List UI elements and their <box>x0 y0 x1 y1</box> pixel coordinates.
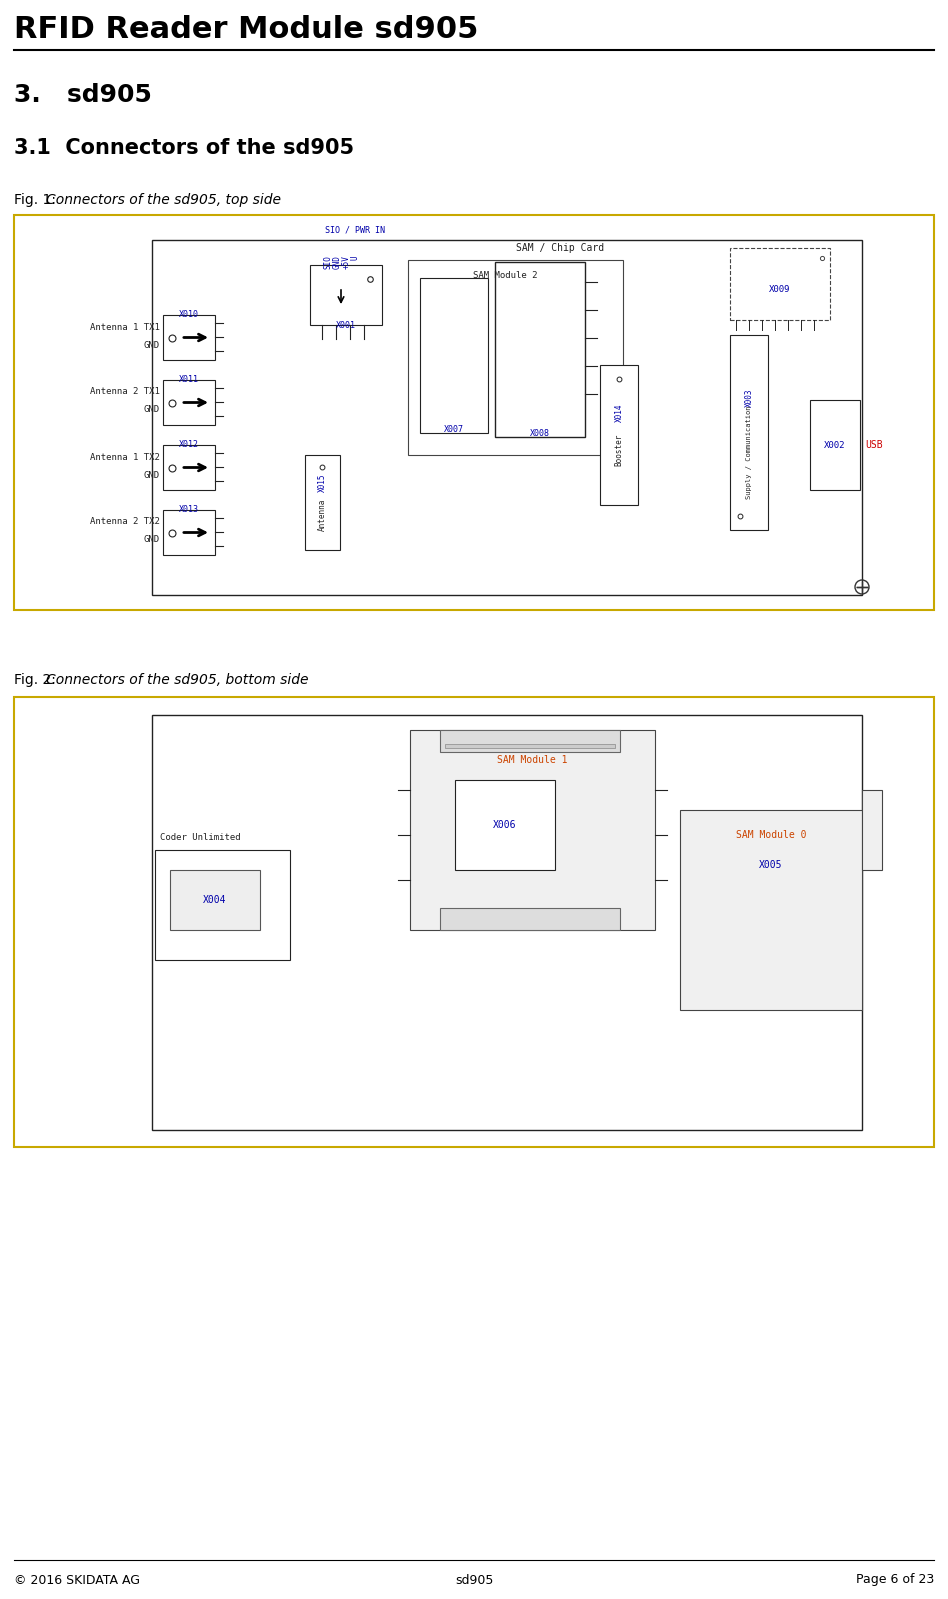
Bar <box>445 744 615 748</box>
Text: GND: GND <box>144 536 160 545</box>
Bar <box>152 240 862 595</box>
Bar <box>455 780 555 870</box>
Bar <box>310 265 382 325</box>
Text: SAM Module 2: SAM Module 2 <box>473 270 538 280</box>
Text: © 2016 SKIDATA AG: © 2016 SKIDATA AG <box>14 1573 140 1586</box>
Bar <box>163 315 215 360</box>
Bar <box>600 365 638 505</box>
Bar <box>155 851 290 959</box>
Text: X008: X008 <box>530 429 550 438</box>
Text: Fig. 2:: Fig. 2: <box>14 673 61 688</box>
Text: 3.1  Connectors of the sd905: 3.1 Connectors of the sd905 <box>14 138 355 158</box>
Text: USB: USB <box>865 440 883 449</box>
Text: SAM Module 0: SAM Module 0 <box>736 830 806 839</box>
Text: X005: X005 <box>759 860 783 870</box>
Text: GND: GND <box>144 406 160 414</box>
Bar <box>408 261 623 456</box>
Text: X010: X010 <box>179 310 199 318</box>
Text: X012: X012 <box>179 440 199 449</box>
Text: X007: X007 <box>444 425 464 433</box>
Text: X001: X001 <box>336 321 356 329</box>
Text: X014: X014 <box>614 405 624 422</box>
Text: Page 6 of 23: Page 6 of 23 <box>856 1573 934 1586</box>
Text: Connectors of the sd905, bottom side: Connectors of the sd905, bottom side <box>46 673 308 688</box>
Bar <box>305 456 340 550</box>
Text: X009: X009 <box>769 285 791 294</box>
Text: Supply / Communication: Supply / Communication <box>746 406 752 499</box>
Text: RFID Reader Module sd905: RFID Reader Module sd905 <box>14 16 479 45</box>
Text: GND: GND <box>144 341 160 350</box>
Text: Antenna 1 TX2: Antenna 1 TX2 <box>90 453 160 462</box>
Bar <box>440 731 620 752</box>
Bar <box>810 400 860 489</box>
Text: SAM Module 1: SAM Module 1 <box>498 755 568 764</box>
Text: +5V: +5V <box>341 254 351 269</box>
Bar <box>730 248 830 320</box>
Text: GND: GND <box>144 470 160 480</box>
Bar <box>14 214 934 609</box>
Text: sd905: sd905 <box>455 1573 493 1586</box>
Text: X004: X004 <box>203 895 227 905</box>
Text: SAM / Chip Card: SAM / Chip Card <box>516 243 604 253</box>
Text: Antenna: Antenna <box>318 499 327 531</box>
Bar <box>730 336 768 529</box>
Bar <box>680 811 862 1011</box>
Text: 3.   sd905: 3. sd905 <box>14 83 152 107</box>
Text: SIO: SIO <box>323 254 333 269</box>
Bar <box>420 278 488 433</box>
Text: GND: GND <box>333 254 341 269</box>
Text: Fig. 1:: Fig. 1: <box>14 193 61 206</box>
Text: X002: X002 <box>824 440 846 449</box>
Text: Coder Unlimited: Coder Unlimited <box>160 833 241 843</box>
Text: X003: X003 <box>744 389 754 406</box>
Text: Connectors of the sd905, top side: Connectors of the sd905, top side <box>46 193 281 206</box>
Text: X013: X013 <box>179 505 199 513</box>
Bar <box>862 790 882 870</box>
Bar <box>163 510 215 555</box>
Text: X011: X011 <box>179 376 199 384</box>
Text: X006: X006 <box>493 820 517 830</box>
Bar <box>440 908 620 931</box>
Text: Booster: Booster <box>614 433 624 467</box>
Text: X015: X015 <box>318 473 327 492</box>
Text: SIO / PWR IN: SIO / PWR IN <box>325 225 385 235</box>
Bar <box>410 731 655 931</box>
Bar <box>170 870 260 931</box>
Text: U: U <box>351 254 359 259</box>
Bar <box>152 715 862 1130</box>
Bar <box>495 262 585 437</box>
Text: Antenna 2 TX1: Antenna 2 TX1 <box>90 387 160 397</box>
Bar <box>163 381 215 425</box>
Text: Antenna 2 TX2: Antenna 2 TX2 <box>90 518 160 526</box>
Bar <box>163 445 215 489</box>
Bar <box>14 697 934 1146</box>
Text: Antenna 1 TX1: Antenna 1 TX1 <box>90 323 160 331</box>
